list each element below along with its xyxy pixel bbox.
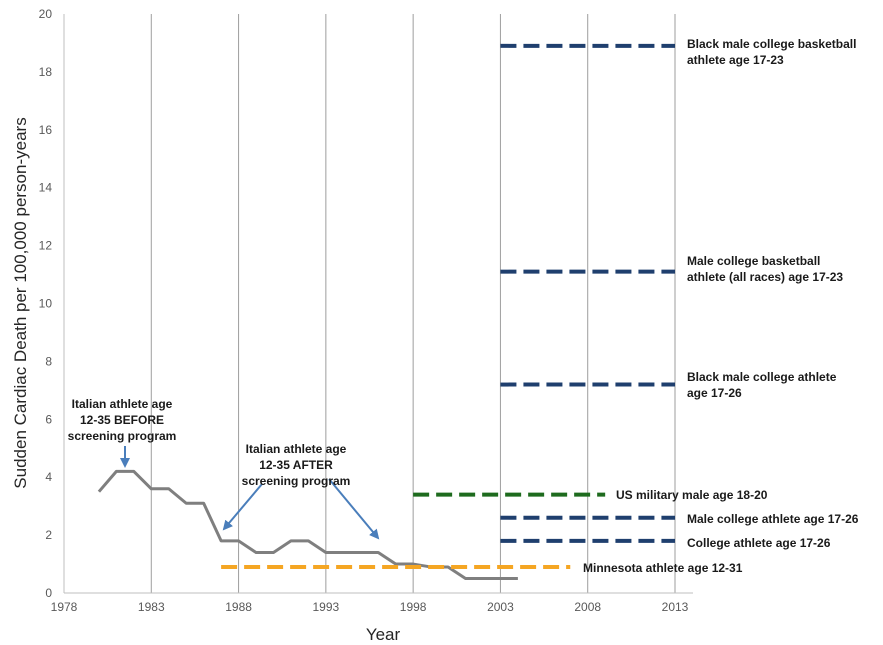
- y-axis-title: Sudden Cardiac Death per 100,000 person-…: [11, 117, 30, 488]
- annotation-label: Italian athlete age 12-35 BEFORE screening…: [68, 397, 177, 443]
- annotation-label: Black male college basketball athlete age…: [687, 37, 856, 67]
- annotation-labels: Black male college basketball athlete age…: [68, 37, 859, 575]
- annotation-arrows: [120, 446, 380, 540]
- y-tick-label: 10: [39, 297, 53, 311]
- y-tick-label: 18: [39, 65, 53, 79]
- x-tick-label: 1978: [51, 600, 78, 614]
- y-tick-label: 6: [45, 412, 52, 426]
- y-tick-label: 20: [39, 7, 53, 21]
- x-axis-title: Year: [366, 625, 401, 644]
- x-tick-label: 1988: [225, 600, 252, 614]
- annotation-arrow: [328, 478, 380, 540]
- annotation-label: Male college athlete age 17-26: [687, 512, 859, 526]
- vertical-gridlines: [150, 14, 676, 593]
- y-tick-label: 16: [39, 123, 53, 137]
- x-tick-label: 1983: [138, 600, 165, 614]
- annotation-label: Minnesota athlete age 12-31: [583, 561, 743, 575]
- x-tick-label: 2003: [487, 600, 514, 614]
- y-tick-label: 12: [39, 239, 53, 253]
- y-tick-label: 4: [45, 470, 52, 484]
- series-lines: [97, 43, 675, 581]
- italian-athlete-trend-line: [97, 469, 518, 581]
- y-tick-label: 0: [45, 586, 52, 600]
- x-tick-labels: 1978 1983 1988 1993 1998 2003 2008 2013: [51, 600, 689, 614]
- y-tick-label: 8: [45, 354, 52, 368]
- y-tick-label: 14: [39, 181, 53, 195]
- annotation-label: Male college basketball athlete (all race…: [687, 254, 843, 284]
- annotation-arrow: [222, 483, 263, 531]
- y-tick-label: 2: [45, 528, 52, 542]
- x-tick-label: 1993: [313, 600, 340, 614]
- annotation-label: US military male age 18-20: [616, 488, 768, 502]
- x-tick-label: 2008: [574, 600, 601, 614]
- annotation-label: Black male college athlete age 17-26: [687, 370, 837, 400]
- x-tick-label: 1998: [400, 600, 427, 614]
- axes: [63, 14, 693, 594]
- annotation-label: College athlete age 17-26: [687, 536, 831, 550]
- annotation-label: Italian athlete age 12-35 AFTER screening …: [242, 442, 351, 488]
- x-tick-label: 2013: [662, 600, 689, 614]
- y-tick-labels: 0 2 4 6 8 10 12 14 16 18 20: [39, 7, 53, 600]
